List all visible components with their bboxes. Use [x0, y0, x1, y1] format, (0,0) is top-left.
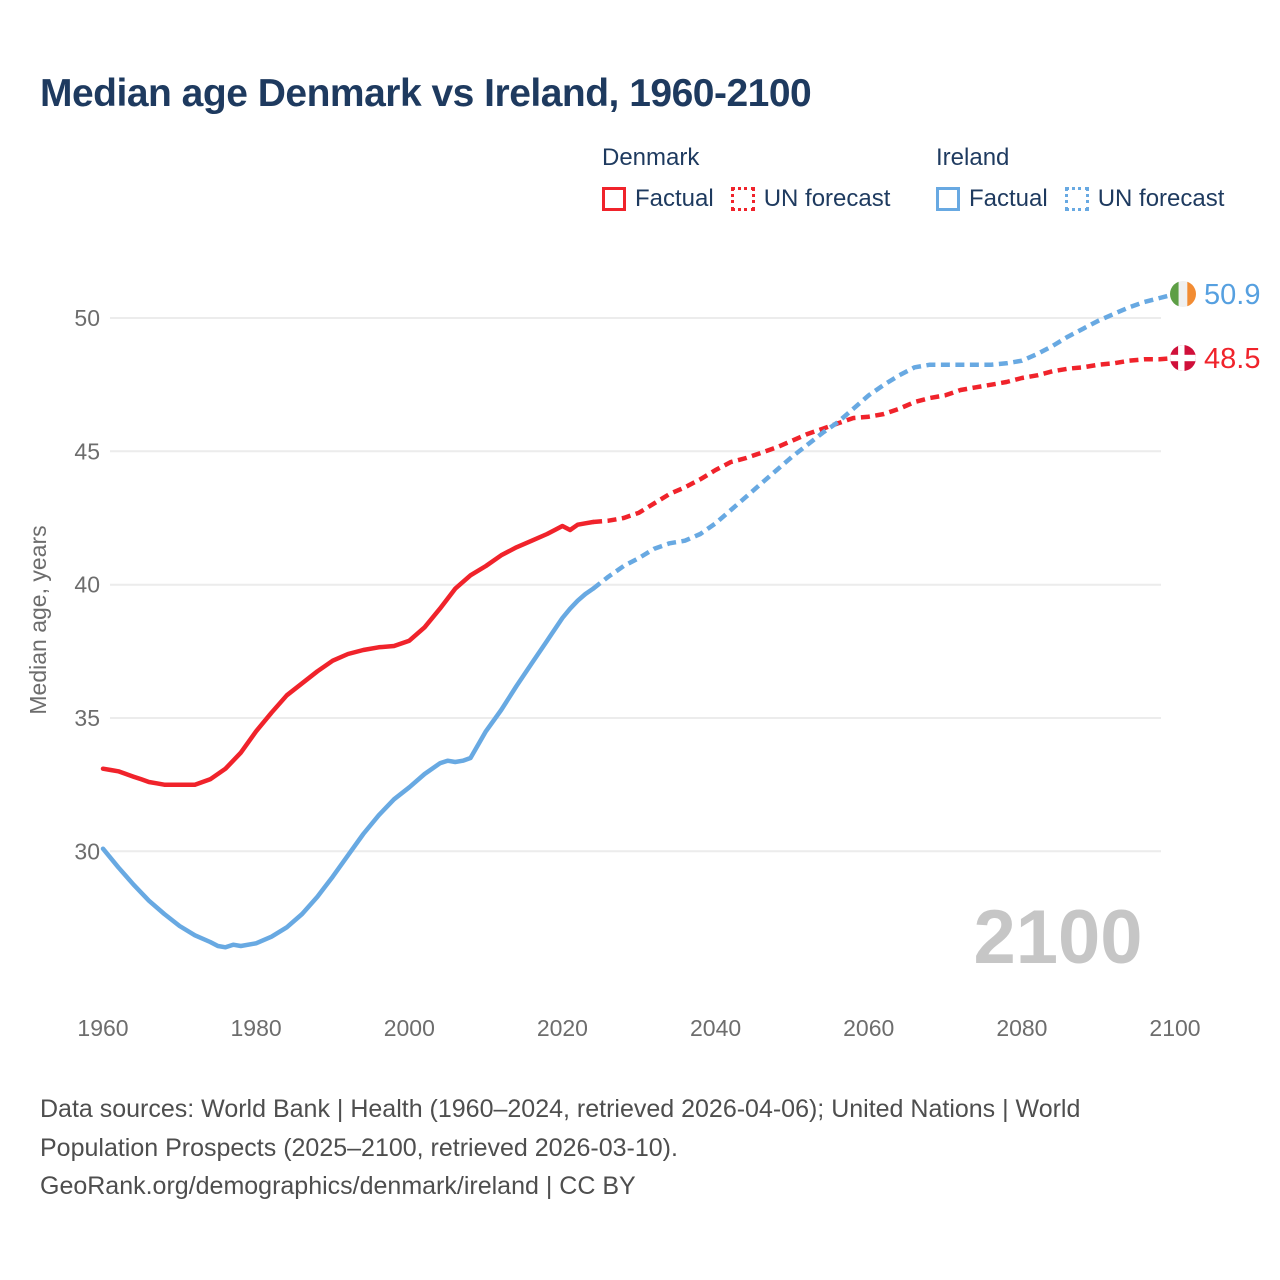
- chart-title: Median age Denmark vs Ireland, 1960-2100: [40, 72, 812, 115]
- legend-denmark-forecast-swatch: [730, 187, 755, 211]
- y-tick-label-40: 40: [74, 572, 100, 598]
- legend-ireland-row: Factual UN forecast: [936, 185, 1241, 213]
- x-tick-label-2100: 2100: [1149, 1015, 1200, 1041]
- legend-ireland-label: Ireland: [936, 144, 1010, 171]
- y-tick-label-50: 50: [74, 305, 100, 331]
- legend-ireland-factual-label: Factual: [969, 185, 1048, 212]
- legend-denmark-row: Factual UN forecast: [602, 185, 907, 213]
- x-tick-label-1980: 1980: [231, 1015, 282, 1041]
- footer-line-link: GeoRank.org/demographics/denmark/ireland…: [40, 1172, 636, 1200]
- legend-ireland-forecast-swatch: [1064, 187, 1089, 211]
- footer: Data sources: World Bank | Health (1960–…: [40, 1090, 1240, 1206]
- flag-icon-ireland: [1170, 281, 1196, 307]
- y-tick-label-45: 45: [74, 438, 100, 464]
- x-tick-label-2000: 2000: [384, 1015, 435, 1041]
- y-axis-label: Median age, years: [25, 525, 51, 714]
- flag-icon-denmark: [1170, 345, 1196, 371]
- legend-ireland-factual-swatch: [936, 187, 960, 211]
- end-value-label-denmark: 48.5: [1204, 343, 1260, 375]
- series-line-denmark-forecast: [592, 355, 1176, 525]
- legend-group-denmark: Denmark Factual UN forecast: [602, 144, 907, 213]
- legend-denmark-forecast-label: UN forecast: [763, 185, 891, 212]
- series-line-ireland-factual: [100, 586, 596, 950]
- x-tick-label-2080: 2080: [996, 1015, 1047, 1041]
- legend-denmark-factual-label: Factual: [635, 185, 714, 212]
- legend-denmark-label: Denmark: [602, 144, 700, 171]
- x-tick-label-2060: 2060: [843, 1015, 894, 1041]
- legend-denmark-factual-swatch: [602, 187, 626, 211]
- legend-group-ireland: Ireland Factual UN forecast: [936, 144, 1241, 213]
- footer-line-sources-1: Data sources: World Bank | Health (1960–…: [40, 1095, 1081, 1123]
- x-tick-label-1960: 1960: [77, 1015, 128, 1041]
- series-line-denmark-factual: [100, 519, 596, 787]
- footer-line-sources-2: Population Prospects (2025–2100, retriev…: [40, 1133, 678, 1162]
- y-tick-label-35: 35: [74, 705, 100, 731]
- x-tick-label-2020: 2020: [537, 1015, 588, 1041]
- watermark-year: 2100: [973, 895, 1142, 980]
- y-tick-label-30: 30: [74, 838, 100, 864]
- end-value-label-ireland: 50.9: [1204, 279, 1260, 311]
- x-tick-label-2040: 2040: [690, 1015, 741, 1041]
- legend-ireland-forecast-label: UN forecast: [1097, 185, 1225, 212]
- series-line-ireland-forecast: [591, 291, 1176, 591]
